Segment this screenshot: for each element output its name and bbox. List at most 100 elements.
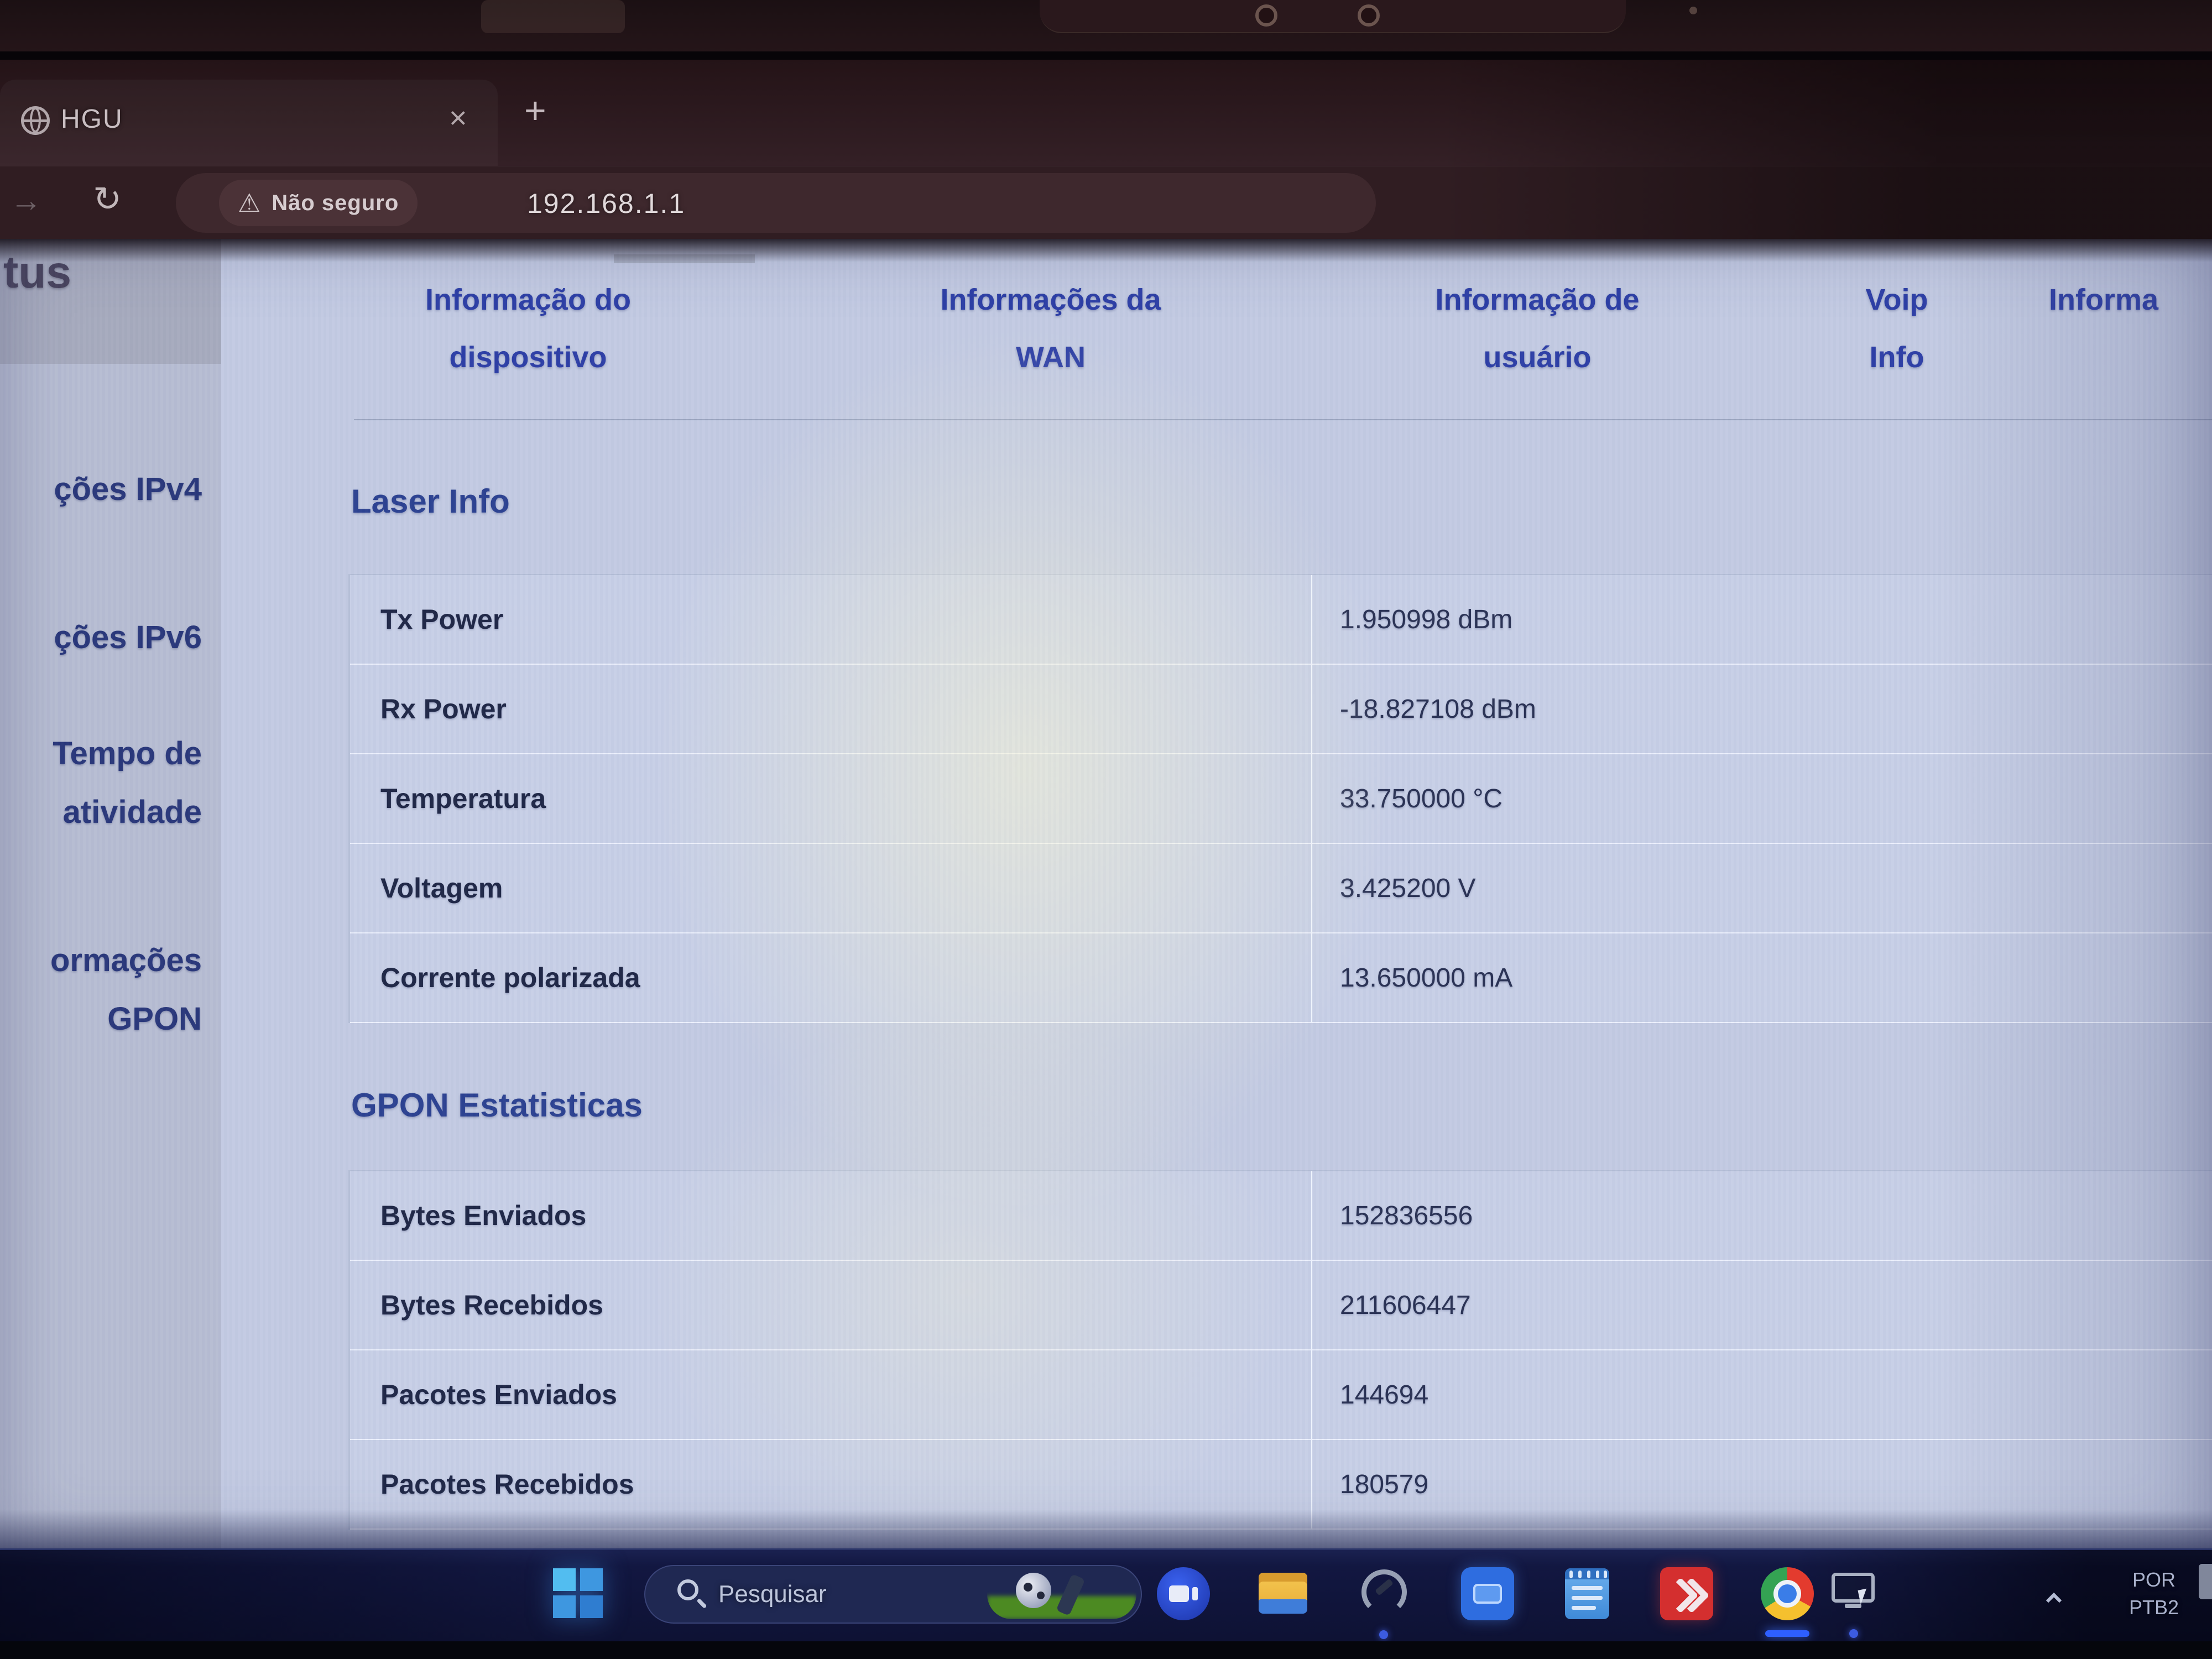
table-row: Temperatura 33.750000 °C [350, 754, 2212, 844]
notepad-spiral [1565, 1568, 1609, 1579]
table-row: Tx Power 1.950998 dBm [350, 575, 2212, 665]
bezel-reflection [481, 0, 625, 33]
table-row: Pacotes Recebidos 180579 [350, 1440, 2212, 1530]
tab-wan-info[interactable]: Informações da WAN [871, 271, 1230, 386]
table-row: Bytes Enviados 152836556 [350, 1171, 2212, 1261]
warning-icon: ⚠ [238, 189, 261, 217]
table-row: Rx Power -18.827108 dBm [350, 665, 2212, 754]
browser-tab[interactable]: HGU × [0, 80, 498, 166]
row-label: Bytes Recebidos [350, 1261, 1312, 1349]
tab-user-line1: Informação de [1435, 283, 1640, 316]
shadow [0, 239, 2212, 262]
sports-widget-thumbnail[interactable] [987, 1569, 1136, 1619]
notepad-line [1572, 1596, 1603, 1600]
row-label: Pacotes Enviados [350, 1350, 1312, 1439]
table-row: Pacotes Enviados 144694 [350, 1350, 2212, 1440]
divider [354, 419, 2212, 420]
remote-desktop-icon[interactable] [1830, 1567, 1878, 1620]
sidebar-item-status[interactable]: tus [3, 247, 71, 298]
search-input[interactable]: Pesquisar [644, 1565, 1142, 1624]
red-app-icon[interactable] [1660, 1567, 1713, 1620]
language-line2: PTB2 [2128, 1596, 2179, 1619]
language-line1: POR [2132, 1568, 2176, 1591]
gauge-app-icon[interactable] [1358, 1567, 1411, 1620]
row-value: 13.650000 mA [1340, 963, 1513, 993]
laptop-bezel-bottom [0, 1641, 2212, 1659]
microphone-hole [1689, 7, 1697, 14]
notepad-line [1572, 1606, 1596, 1610]
tab-voip-line1: Voip [1865, 283, 1928, 316]
start-button[interactable] [553, 1568, 603, 1618]
row-value: -18.827108 dBm [1340, 694, 1536, 724]
row-label: Tx Power [350, 575, 1312, 664]
reload-icon[interactable]: ↻ [93, 180, 122, 218]
sidebar-item-ipv4[interactable]: ções IPv4 [54, 471, 202, 507]
running-app-dot [1849, 1629, 1858, 1638]
blue-app-icon[interactable] [1461, 1567, 1514, 1620]
globe-icon [21, 106, 50, 135]
row-label: Pacotes Recebidos [350, 1440, 1312, 1528]
screen-edge [0, 51, 2212, 60]
monitor-stand [1845, 1604, 1861, 1608]
laser-info-table: Tx Power 1.950998 dBm Rx Power -18.82710… [348, 574, 2212, 1023]
close-icon[interactable]: × [449, 100, 467, 135]
sidebar-item-gpon-line2: GPON [107, 1001, 202, 1037]
active-app-indicator [1765, 1630, 1809, 1637]
windows-logo-icon [553, 1568, 576, 1591]
tray-chevron-icon[interactable] [2047, 1590, 2064, 1607]
gauge-ring [1361, 1569, 1407, 1615]
page-scroll-remnant [614, 254, 755, 263]
row-value: 152836556 [1340, 1201, 1473, 1230]
tab-device-info[interactable]: Informação do dispositivo [348, 271, 708, 386]
tab-device-line1: Informação do [425, 283, 632, 316]
running-app-dot [1379, 1630, 1388, 1639]
sidebar-item-uptime[interactable]: Tempo de atividade [0, 724, 202, 842]
tab-extra-line1: Informa [2049, 283, 2159, 316]
row-value: 144694 [1340, 1380, 1429, 1410]
search-icon [677, 1579, 698, 1600]
sidebar-item-uptime-line2: atividade [62, 794, 202, 830]
tab-wan-line2: WAN [1016, 341, 1086, 374]
notepad-icon[interactable] [1561, 1567, 1614, 1620]
video-app-icon[interactable] [1157, 1567, 1210, 1620]
row-value: 211606447 [1340, 1290, 1471, 1320]
section-title-gpon-stats: GPON Estatisticas [351, 1087, 643, 1124]
tab-device-line2: dispositivo [449, 341, 607, 374]
clipped-tray-icon[interactable] [2199, 1564, 2212, 1599]
sidebar-item-gpon-line1: ormações [50, 942, 202, 978]
row-value: 180579 [1340, 1469, 1429, 1499]
tab-user-info[interactable]: Informação de usuário [1358, 271, 1717, 386]
file-explorer-icon[interactable] [1256, 1567, 1310, 1620]
row-value: 1.950998 dBm [1340, 604, 1513, 634]
search-placeholder: Pesquisar [718, 1580, 827, 1608]
security-chip[interactable]: ⚠ Não seguro [219, 180, 418, 226]
tab-user-line2: usuário [1483, 341, 1592, 374]
windows-logo-icon [580, 1595, 603, 1618]
row-label: Temperatura [350, 754, 1312, 843]
language-indicator[interactable]: POR PTB2 [2112, 1566, 2195, 1621]
row-value: 33.750000 °C [1340, 784, 1503, 813]
row-label: Corrente polarizada [350, 933, 1312, 1022]
section-title-laser: Laser Info [351, 483, 510, 520]
sidebar-item-ipv6[interactable]: ções IPv6 [54, 619, 202, 655]
sidebar-item-gpon-info[interactable]: ormações GPON [0, 931, 202, 1048]
new-tab-button[interactable]: + [524, 90, 546, 132]
webcam-module [1040, 0, 1626, 33]
webcam-icon [1255, 4, 1277, 27]
folder-lip [1259, 1599, 1307, 1614]
windows-logo-icon [553, 1595, 576, 1618]
row-label: Voltagem [350, 844, 1312, 932]
tab-voip-info[interactable]: Voip Info [1814, 271, 1980, 386]
address-bar[interactable]: ⚠ Não seguro 192.168.1.1 [176, 173, 1376, 233]
tab-voip-line2: Info [1869, 341, 1924, 374]
tab-extra-truncated[interactable]: Informa [2049, 271, 2212, 328]
forward-icon[interactable]: → [10, 182, 42, 218]
chrome-icon[interactable] [1761, 1567, 1814, 1620]
row-label: Bytes Enviados [350, 1171, 1312, 1260]
tab-wan-line1: Informações da [940, 283, 1161, 316]
notepad-line [1572, 1586, 1603, 1590]
webcam-icon [1358, 4, 1380, 27]
url-text[interactable]: 192.168.1.1 [527, 188, 686, 219]
row-label: Rx Power [350, 665, 1312, 753]
